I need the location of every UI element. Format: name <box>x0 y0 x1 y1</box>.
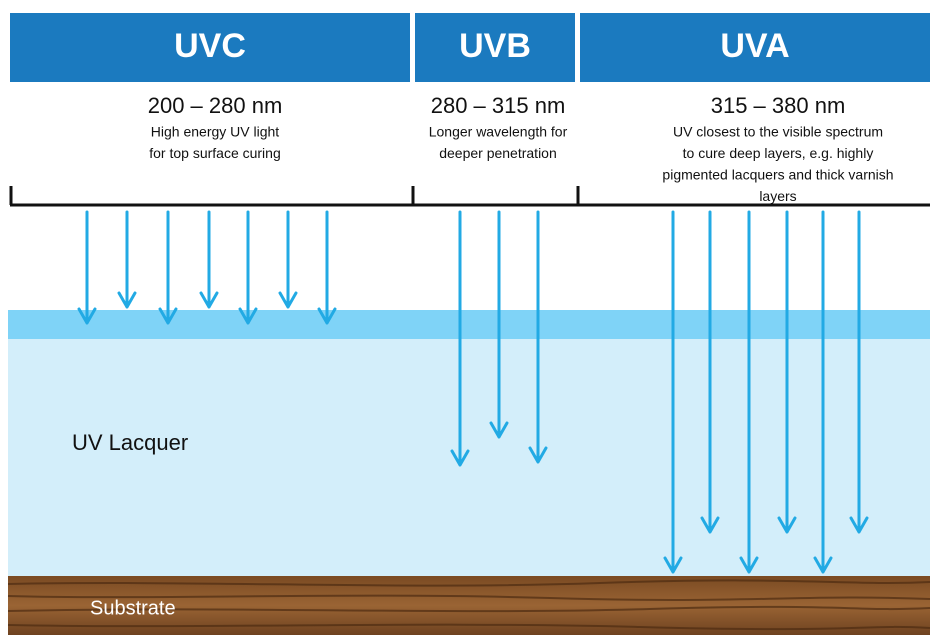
band-description: to cure deep layers, e.g. highly <box>683 145 874 161</box>
band-description: layers <box>759 188 796 204</box>
band-name: UVA <box>720 27 789 65</box>
band-range: 315 – 380 nm <box>711 93 846 118</box>
lacquer-label: UV Lacquer <box>72 430 188 455</box>
band-range: 200 – 280 nm <box>148 93 283 118</box>
band-description: High energy UV light <box>151 124 280 140</box>
uv-arrow <box>280 212 296 307</box>
lacquer <box>8 339 930 576</box>
uv-arrow <box>119 212 135 307</box>
band-description: Longer wavelength for <box>429 124 568 140</box>
band-name: UVB <box>459 27 531 65</box>
band-description: UV closest to the visible spectrum <box>673 124 883 140</box>
diagram: UVC UVB UVA 200 – 280 nm 280 – 315 nm 31… <box>0 0 930 635</box>
band-range: 280 – 315 nm <box>431 93 566 118</box>
uv-arrow <box>79 212 95 323</box>
uv-arrow <box>201 212 217 307</box>
band-description: deeper penetration <box>439 145 557 161</box>
band-name: UVC <box>174 27 246 65</box>
band-description: pigmented lacquers and thick varnish <box>662 167 893 183</box>
uv-arrow <box>240 212 256 323</box>
substrate-label: Substrate <box>90 597 176 619</box>
uv-arrow <box>160 212 176 323</box>
lacquer-top <box>8 310 930 339</box>
uv-arrow <box>319 212 335 323</box>
band-description: for top surface curing <box>149 145 281 161</box>
